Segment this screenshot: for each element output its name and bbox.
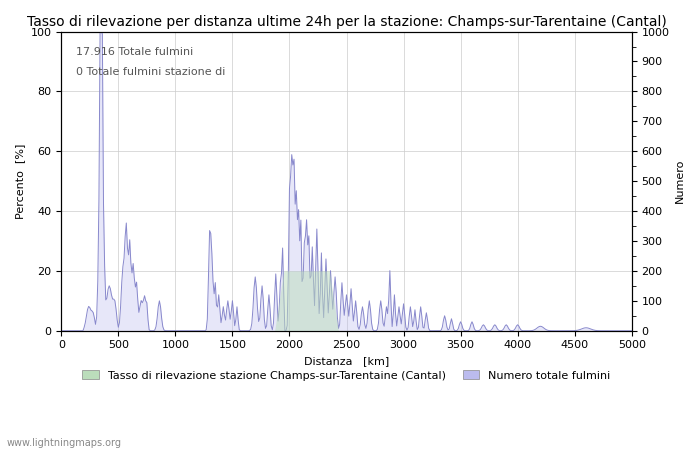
Y-axis label: Percento  [%]: Percento [%] — [15, 144, 25, 219]
X-axis label: Distanza   [km]: Distanza [km] — [304, 356, 389, 366]
Legend: Tasso di rilevazione stazione Champs-sur-Tarentaine (Cantal), Numero totale fulm: Tasso di rilevazione stazione Champs-sur… — [78, 366, 615, 385]
Title: Tasso di rilevazione per distanza ultime 24h per la stazione: Champs-sur-Tarenta: Tasso di rilevazione per distanza ultime… — [27, 15, 666, 29]
Text: www.lightningmaps.org: www.lightningmaps.org — [7, 437, 122, 447]
Y-axis label: Numero: Numero — [675, 159, 685, 203]
Text: 17.916 Totale fulmini: 17.916 Totale fulmini — [76, 46, 192, 57]
Text: 0 Totale fulmini stazione di: 0 Totale fulmini stazione di — [76, 68, 225, 77]
